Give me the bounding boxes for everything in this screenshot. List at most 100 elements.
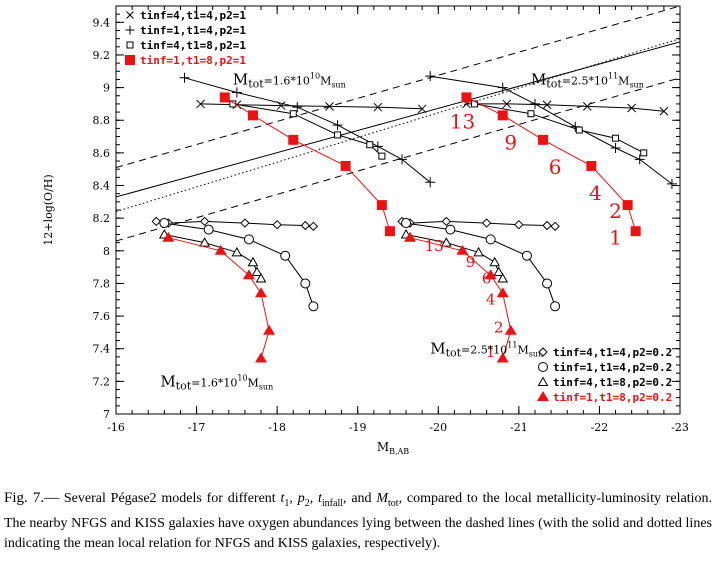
legend-marker xyxy=(538,347,548,357)
data-point xyxy=(627,103,637,113)
data-point xyxy=(504,324,517,335)
dashed-relation-line xyxy=(116,6,680,169)
mass-label: Mtot=2.5*1011Msun xyxy=(531,70,644,90)
data-point xyxy=(481,218,492,228)
metallicity-luminosity-figure: -16 -17 -18 -19 -20 -21 -22 -23 7 7.2 7.4 7.6 7.8 8 8.… xyxy=(42,5,689,456)
y-tick-label: 8.6 xyxy=(93,147,111,160)
data-point xyxy=(622,200,633,211)
legend-label: tinf=4,t1=4,p2=1 xyxy=(140,9,246,22)
caption-sub: infall xyxy=(321,497,344,509)
legend-marker xyxy=(537,376,549,386)
data-point xyxy=(372,141,383,152)
series-line xyxy=(168,237,270,359)
data-point xyxy=(502,99,512,109)
data-point xyxy=(497,110,508,121)
figure-caption: Fig. 7.— Several Pégase2 models for diff… xyxy=(4,488,712,554)
y-tick-label: 8.2 xyxy=(93,212,111,225)
y-tick-label: 7.6 xyxy=(93,310,111,323)
data-point xyxy=(542,100,552,110)
legend-top: tinf=4,t1=4,p2=1 tinf=1,t1=4,p2=1 tinf=4,t… xyxy=(125,9,246,67)
data-point xyxy=(240,218,250,228)
data-point xyxy=(404,231,417,242)
series-line xyxy=(466,103,664,112)
data-point xyxy=(332,120,343,131)
data-point xyxy=(308,301,319,312)
data-point xyxy=(586,160,597,171)
data-point xyxy=(521,250,532,261)
series-line xyxy=(164,222,314,307)
data-point xyxy=(514,219,524,230)
data-point xyxy=(538,134,549,145)
data-point xyxy=(582,102,592,111)
y-tick-label: 7.8 xyxy=(93,277,111,290)
y-tick-label: 7 xyxy=(103,408,110,421)
age-label: 6 xyxy=(482,269,492,287)
age-label: 13 xyxy=(450,109,475,133)
data-point xyxy=(417,104,427,114)
data-point xyxy=(384,226,395,237)
data-point xyxy=(151,216,161,227)
data-point xyxy=(456,244,469,255)
data-point xyxy=(231,87,242,98)
y-tick-label: 8 xyxy=(103,245,110,258)
x-axis-label: MB,AB xyxy=(377,440,409,456)
age-label: 2 xyxy=(609,199,622,223)
series-line xyxy=(409,237,512,359)
data-point xyxy=(401,218,412,229)
data-point xyxy=(214,244,227,255)
data-point xyxy=(325,102,334,111)
caption-sub: tot xyxy=(388,497,399,509)
y-axis-label: 12+log(O/H) xyxy=(42,174,55,245)
series-open-triangle xyxy=(158,228,509,283)
data-point xyxy=(300,278,311,289)
caption-text: , xyxy=(289,491,298,506)
y-tick-label: 8.4 xyxy=(93,180,111,193)
data-point xyxy=(542,220,552,231)
data-point xyxy=(441,216,452,227)
legend-label: tinf=1,t1=4,p2=0.2 xyxy=(553,361,672,374)
age-label: 4 xyxy=(589,181,602,205)
series-filled-square xyxy=(219,92,641,237)
legend-label: tinf=1,t1=8,p2=1 xyxy=(140,54,246,67)
x-tick-label: -20 xyxy=(429,421,447,434)
legend-marker xyxy=(538,362,548,372)
age-label: 4 xyxy=(486,291,496,309)
caption-text: , xyxy=(309,491,319,506)
caption-var: t xyxy=(280,491,285,506)
caption-var: p xyxy=(297,491,305,506)
data-point xyxy=(159,218,170,229)
data-point xyxy=(496,287,509,298)
data-point xyxy=(610,142,621,153)
legend-label: tinf=4,t1=8,p2=1 xyxy=(140,39,246,52)
caption-text: , and xyxy=(343,491,377,506)
age-label: 6 xyxy=(549,155,562,179)
y-tick-label: 7.4 xyxy=(93,343,111,356)
data-point xyxy=(199,216,210,227)
data-point xyxy=(376,200,387,211)
age-label: 1 xyxy=(609,225,622,249)
data-point xyxy=(203,224,214,235)
legend-label: tinf=4,t1=8,p2=0.2 xyxy=(553,376,672,389)
caption-text: Several Pégase2 models for different xyxy=(59,491,281,506)
caption-sub: 2 xyxy=(304,497,310,509)
data-point xyxy=(378,152,386,160)
series-+ xyxy=(179,71,677,189)
data-point xyxy=(550,301,561,312)
data-point xyxy=(251,266,263,277)
data-point xyxy=(288,134,299,145)
data-point xyxy=(334,131,342,139)
data-point xyxy=(397,154,408,165)
data-point xyxy=(300,220,311,231)
data-point xyxy=(373,102,383,112)
caption-var: M xyxy=(376,491,389,506)
data-point xyxy=(440,237,452,247)
solid-relation-line xyxy=(116,41,680,198)
caption-var: t xyxy=(318,491,322,506)
data-point xyxy=(255,287,268,298)
x-tick-label: -16 xyxy=(107,421,125,434)
caption-sub: 1 xyxy=(284,497,290,509)
data-point xyxy=(630,226,641,237)
data-point xyxy=(255,273,267,283)
data-point xyxy=(280,250,291,261)
